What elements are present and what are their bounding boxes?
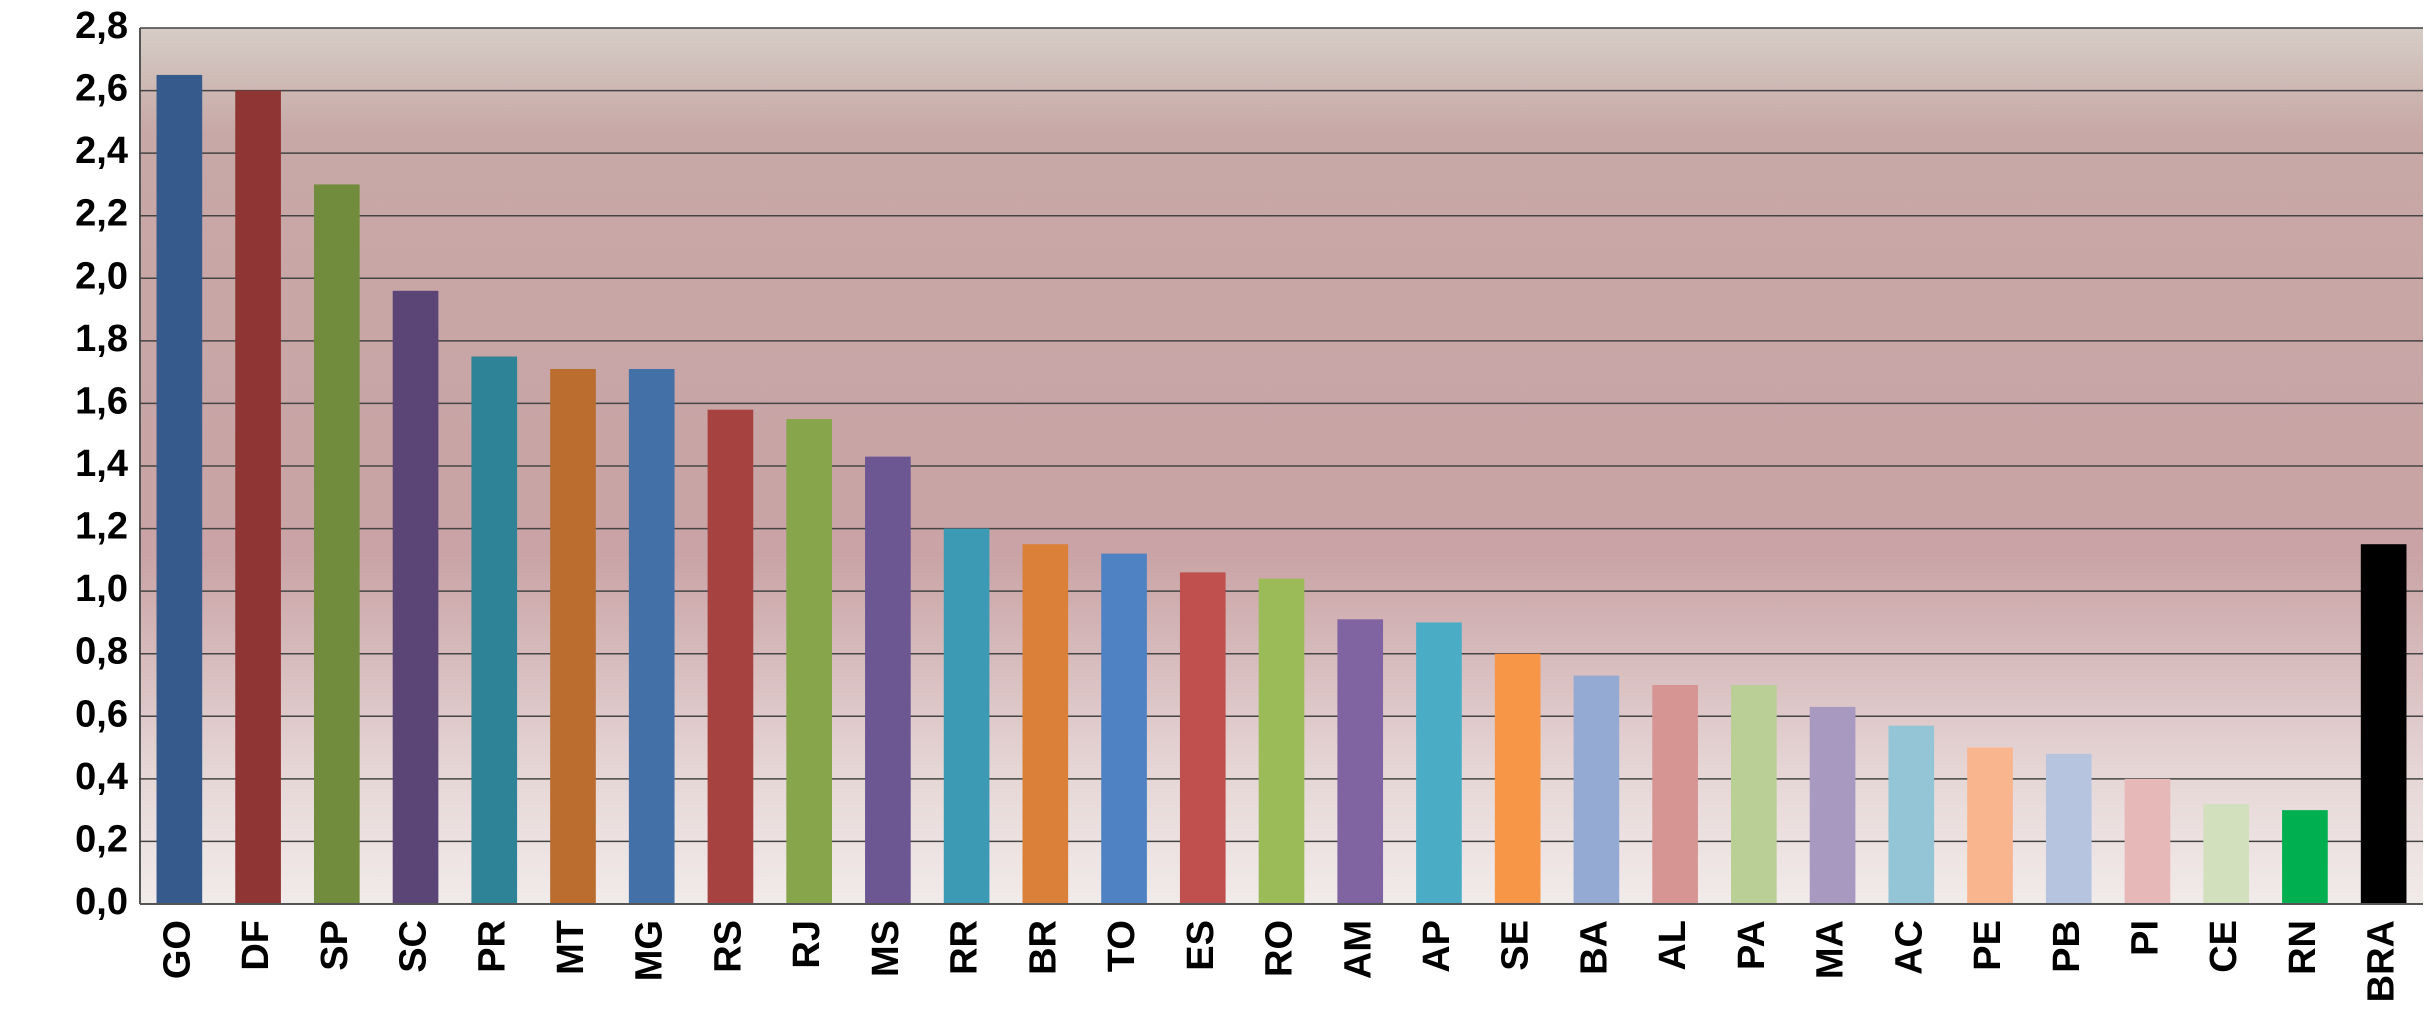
y-tick-label: 2,2 xyxy=(75,193,128,235)
x-tick-label: MT xyxy=(550,920,592,975)
bar xyxy=(865,456,911,904)
bar xyxy=(1258,578,1305,904)
bar xyxy=(943,528,990,904)
x-tick-label: PB xyxy=(2046,920,2088,973)
y-tick-label: 1,4 xyxy=(75,443,128,485)
y-tick-label: 0,8 xyxy=(75,631,128,673)
bar xyxy=(1101,553,1147,904)
y-tick-label: 2,8 xyxy=(75,5,128,47)
bar xyxy=(550,369,596,904)
x-tick-label: PA xyxy=(1731,920,1773,970)
y-tick-label: 1,2 xyxy=(75,506,128,548)
x-tick-label: PR xyxy=(471,920,513,973)
x-tick-label: MA xyxy=(1810,920,1852,979)
y-tick-label: 2,4 xyxy=(75,130,128,172)
x-tick-label: RR xyxy=(944,920,986,975)
x-tick-label: SP xyxy=(314,920,356,971)
y-tick-label: 2,6 xyxy=(75,68,128,110)
bar xyxy=(1731,685,1777,904)
bar xyxy=(1494,653,1541,904)
bar xyxy=(1179,572,1226,904)
bar xyxy=(2360,544,2407,904)
x-tick-label: GO xyxy=(156,920,198,979)
x-tick-label: RN xyxy=(2282,920,2324,975)
x-tick-label: AL xyxy=(1652,920,1694,971)
x-tick-label: SE xyxy=(1495,920,1537,971)
bar xyxy=(2124,778,2171,904)
x-tick-label: PI xyxy=(2124,920,2166,956)
bar xyxy=(628,369,675,904)
y-tick-label: 2,0 xyxy=(75,255,128,297)
x-tick-label: AM xyxy=(1337,920,1379,979)
bar xyxy=(2203,803,2250,904)
x-tick-label: MS xyxy=(865,920,907,977)
bar xyxy=(156,74,203,904)
x-tick-label: ES xyxy=(1180,920,1222,971)
bar xyxy=(707,409,754,904)
y-tick-label: 0,4 xyxy=(75,756,128,798)
y-tick-label: 1,0 xyxy=(75,568,128,610)
bar xyxy=(471,356,518,904)
bar xyxy=(1888,725,1935,904)
x-tick-label: BRA xyxy=(2361,920,2403,1002)
x-tick-label: DF xyxy=(235,920,277,971)
y-tick-label: 1,6 xyxy=(75,380,128,422)
x-tick-label: AC xyxy=(1888,920,1930,975)
x-tick-label: MG xyxy=(629,920,671,981)
x-tick-label: CE xyxy=(2203,920,2245,973)
y-tick-label: 0,2 xyxy=(75,818,128,860)
bar xyxy=(786,419,832,904)
x-tick-label: BR xyxy=(1022,920,1064,975)
x-tick-label: TO xyxy=(1101,920,1143,972)
x-tick-label: RO xyxy=(1259,920,1301,977)
bar xyxy=(2045,753,2092,904)
bar xyxy=(1416,622,1462,904)
x-tick-label: SC xyxy=(393,920,435,973)
bar xyxy=(1573,675,1620,904)
bar xyxy=(1337,619,1384,904)
x-tick-label: RJ xyxy=(786,920,828,969)
x-tick-label: AP xyxy=(1416,920,1458,973)
bar xyxy=(235,90,281,905)
y-tick-label: 1,8 xyxy=(75,318,128,360)
bar xyxy=(2282,810,2328,904)
bar xyxy=(1809,706,1856,904)
bar xyxy=(313,184,360,904)
x-tick-label: BA xyxy=(1573,920,1615,975)
bar xyxy=(1652,685,1698,904)
y-tick-label: 0,0 xyxy=(75,881,128,923)
x-tick-label: RS xyxy=(707,920,749,973)
x-tick-label: PE xyxy=(1967,920,2009,971)
bar xyxy=(1967,747,2013,904)
y-tick-label: 0,6 xyxy=(75,693,128,735)
bar xyxy=(1022,544,1069,904)
bar xyxy=(392,290,439,904)
